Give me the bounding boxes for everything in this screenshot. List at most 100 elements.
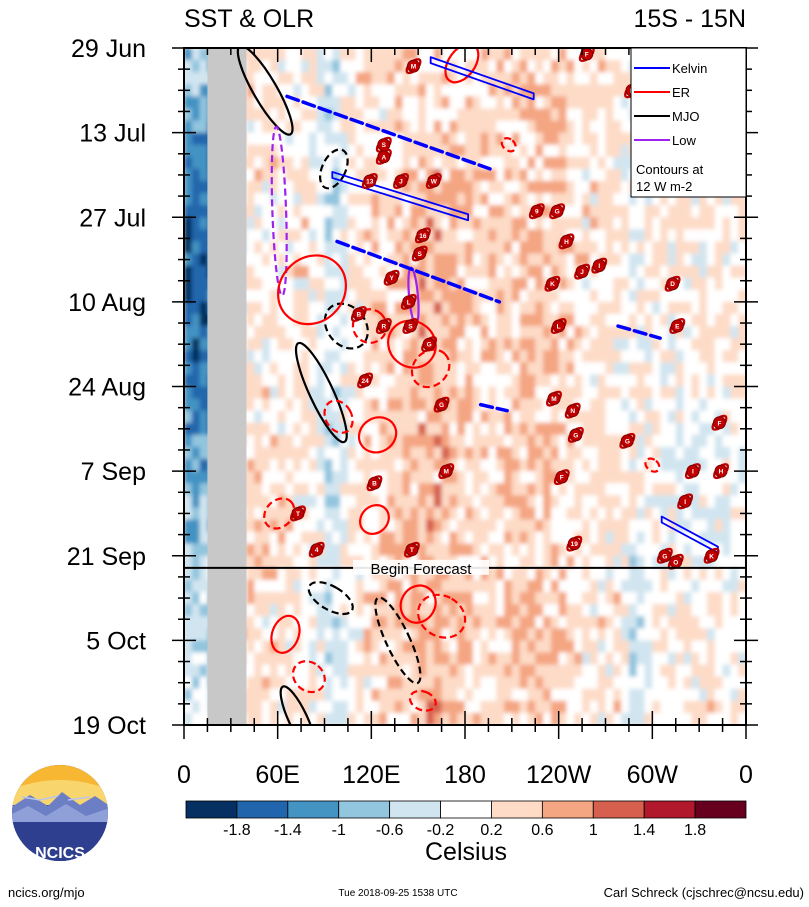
sst-cell: [574, 386, 583, 400]
storm-tail-bottom: [308, 549, 317, 558]
sst-cell: [519, 132, 529, 146]
sst-cell: [582, 640, 591, 654]
sst-cell: [449, 265, 458, 279]
sst-cell: [301, 144, 310, 158]
sst-cell: [597, 519, 607, 533]
sst-cell: [613, 471, 622, 484]
sst-cell: [293, 180, 302, 194]
sst-cell: [441, 507, 450, 521]
sst-cell: [480, 495, 490, 508]
sst-cell: [706, 241, 716, 255]
sst-cell: [628, 688, 638, 702]
sst-cell: [269, 446, 279, 460]
storm-label: L: [407, 299, 411, 306]
storm-symbol: B: [350, 305, 367, 322]
sst-cell: [667, 205, 677, 218]
sst-cell: [706, 289, 716, 303]
sst-cell: [628, 229, 638, 243]
sst-cell: [363, 313, 372, 327]
sst-cell: [277, 241, 287, 255]
sst-cell: [355, 531, 365, 545]
sst-cell: [246, 108, 255, 122]
sst-cell: [363, 507, 372, 521]
sst-cell: [465, 410, 474, 424]
sst-cell: [472, 326, 482, 339]
sst-cell: [285, 688, 294, 702]
sst-cell: [582, 289, 591, 303]
sst-cell: [582, 616, 591, 629]
sst-cell: [574, 132, 583, 146]
sst-cell: [527, 422, 536, 436]
sst-cell: [597, 338, 607, 351]
storm-tail-bottom: [414, 235, 424, 244]
sst-cell: [371, 241, 380, 255]
sst-cell: [293, 664, 302, 678]
sst-cell: [262, 422, 271, 436]
sst-cell: [355, 60, 365, 73]
sst-cell: [246, 277, 255, 291]
sst-cell: [465, 616, 474, 629]
sst-cell: [699, 277, 708, 291]
sst-cell: [511, 664, 521, 678]
sst-cell: [574, 60, 583, 73]
storm-core: [358, 373, 372, 387]
sst-cell: [465, 531, 474, 545]
sst-cell: [301, 132, 310, 146]
sst-cell: [293, 108, 302, 122]
sst-cell: [558, 156, 568, 170]
sst-cell: [675, 567, 685, 581]
sst-cell: [441, 495, 450, 508]
sst-cell: [574, 301, 583, 315]
colorbar-tick-label: -0.6: [376, 822, 404, 839]
sst-cell: [535, 664, 544, 678]
sst-cell: [332, 398, 341, 412]
sst-cell: [449, 253, 458, 267]
sst-cell: [465, 289, 474, 303]
sst-cell: [722, 217, 731, 230]
sst-cell: [644, 567, 653, 581]
sst-cell: [269, 48, 279, 61]
sst-cell: [628, 628, 638, 641]
sst-cell: [582, 193, 591, 206]
sst-cell: [691, 338, 700, 351]
sst-cell: [191, 289, 201, 303]
sst-cell: [246, 156, 255, 170]
sst-cell: [488, 567, 497, 581]
storm-tail-bottom: [405, 65, 414, 75]
sst-cell: [457, 132, 466, 146]
sst-cell: [706, 386, 716, 400]
sst-cell: [605, 350, 614, 363]
sst-cell: [394, 410, 404, 424]
storm-label: G: [625, 438, 630, 445]
forecast-label-bg: [353, 559, 489, 575]
sst-cell: [527, 144, 536, 158]
sst-cell: [558, 422, 568, 436]
sst-cell: [277, 434, 287, 448]
sst-cell: [324, 410, 333, 424]
sst-cell: [246, 640, 255, 654]
sst-cell: [660, 664, 669, 678]
sst-cell: [558, 108, 568, 122]
sst-cell: [699, 555, 708, 569]
storm-label: F: [717, 420, 721, 427]
sst-cell: [699, 410, 708, 424]
sst-cell: [527, 616, 536, 629]
sst-cell: [636, 555, 646, 569]
sst-cell: [582, 555, 591, 569]
sst-cell: [386, 241, 396, 255]
sst-cell: [675, 471, 685, 484]
sst-cell: [340, 301, 349, 315]
sst-cell: [418, 277, 427, 291]
sst-cell: [628, 640, 638, 654]
sst-cell: [589, 217, 599, 230]
sst-cell: [519, 60, 529, 73]
sst-cell: [738, 567, 746, 581]
sst-cell: [394, 652, 404, 666]
sst-cell: [277, 84, 287, 97]
sst-cell: [644, 362, 653, 376]
colorbar-tick-label: -1.8: [223, 822, 251, 839]
sst-cell: [355, 652, 365, 666]
sst-cell: [386, 289, 396, 303]
sst-cell: [706, 338, 716, 351]
storm-core: [403, 319, 417, 333]
